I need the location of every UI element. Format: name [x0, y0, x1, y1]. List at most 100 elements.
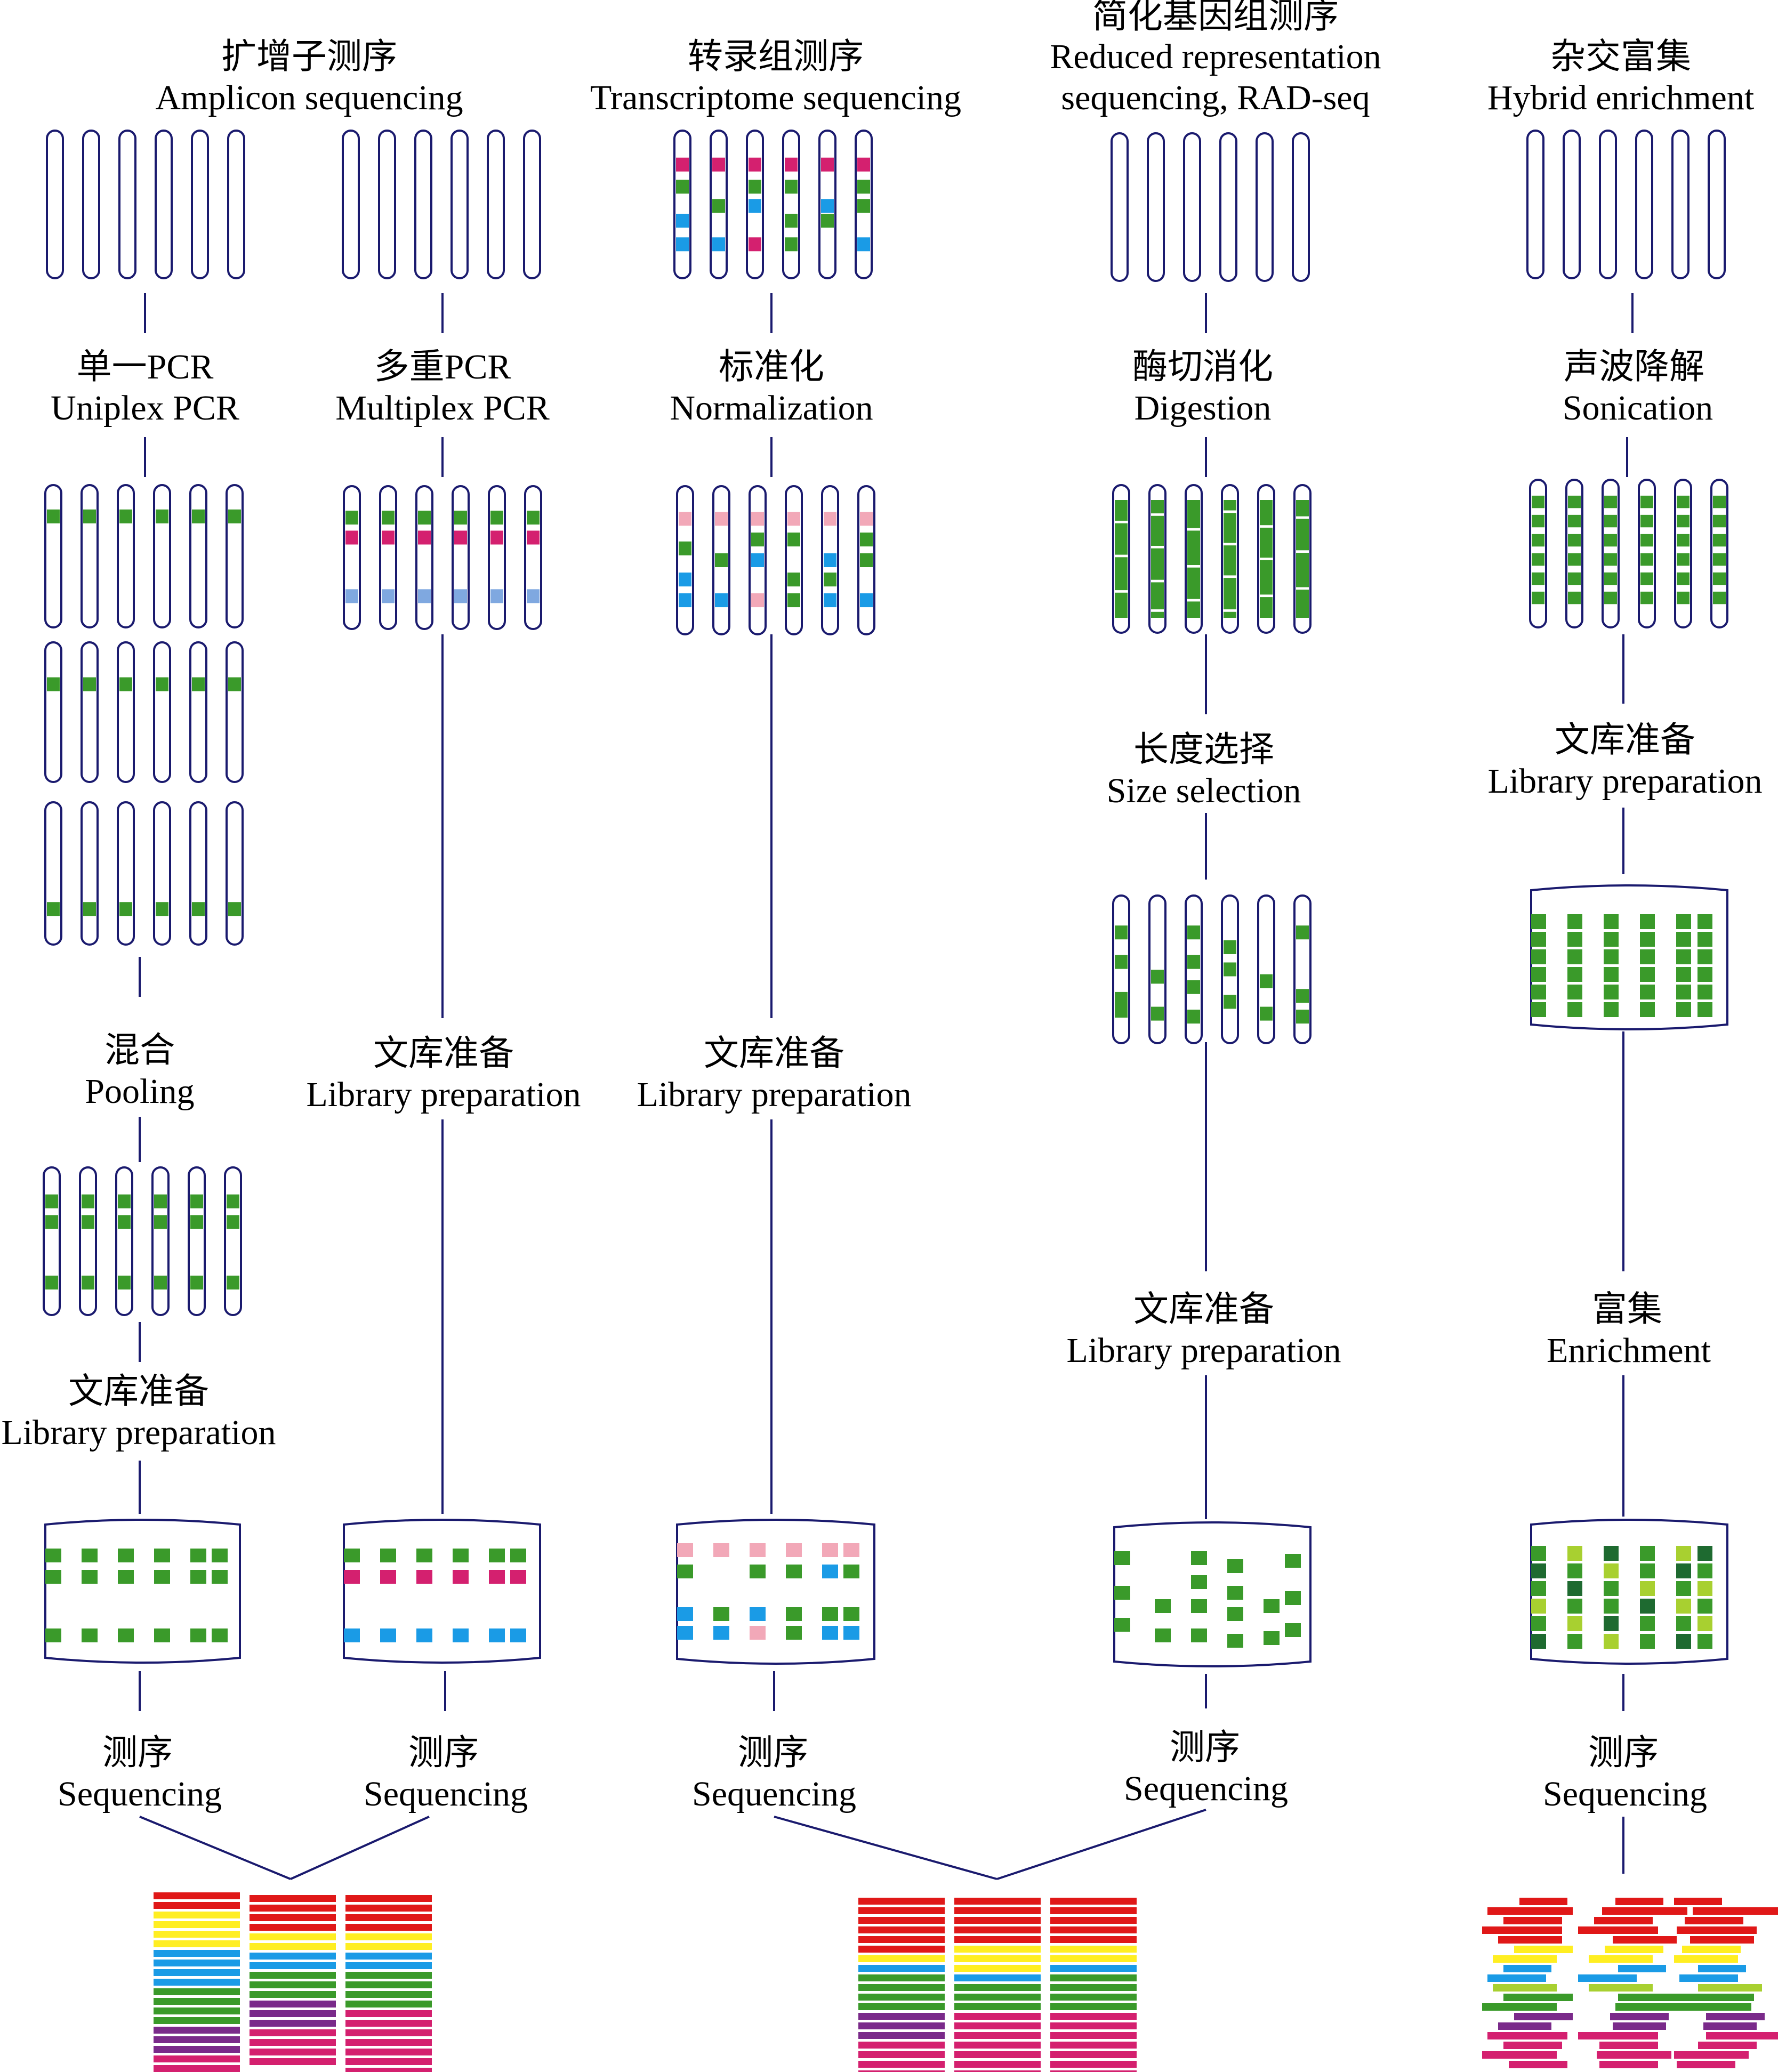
read-bar — [858, 2070, 945, 2072]
fragment-square — [713, 1543, 729, 1557]
title-rad-en-line1: Reduced representation — [1050, 37, 1381, 76]
read-bar — [250, 1953, 336, 1960]
read-bar — [1050, 2070, 1137, 2072]
fragment-square — [1676, 914, 1691, 929]
fragment-square — [1697, 1634, 1712, 1649]
fragment-square — [1567, 932, 1582, 947]
read-bar — [1613, 2022, 1666, 2030]
read-bar — [345, 1981, 432, 1988]
tube-band — [192, 902, 205, 916]
step-transcriptome-library-en: Library preparation — [637, 1075, 912, 1114]
fragment-square — [1114, 1551, 1130, 1565]
tube-outline — [782, 130, 800, 279]
fragment-square — [1676, 985, 1691, 999]
tubes-transcriptome-normalized — [676, 485, 875, 635]
tubes-uniplex-template-tube — [191, 130, 209, 279]
tube-band — [1151, 579, 1164, 583]
step-digestion-zh: 酶切消化 — [1132, 348, 1273, 386]
fragment-square — [822, 1543, 838, 1557]
fragment-square — [822, 1565, 838, 1578]
fragment-square — [1604, 1002, 1619, 1017]
read-bar — [250, 1981, 336, 1988]
fragment-square — [1191, 1575, 1207, 1589]
fragment-square — [510, 1549, 526, 1562]
fragment-square — [1155, 1628, 1171, 1642]
tubes-hybrid-sonicated-tube — [1638, 479, 1656, 628]
tube-outline — [676, 485, 694, 635]
read-bar — [250, 1991, 336, 1998]
tube-band — [1296, 1010, 1309, 1024]
tube-band — [715, 553, 728, 567]
tubes-transcriptome-normalized-tube — [676, 485, 694, 635]
tube-band — [715, 593, 728, 608]
fragment-square — [1697, 1002, 1712, 1017]
step-sequencing-hybrid-en: Sequencing — [1543, 1775, 1707, 1813]
tube-band — [821, 157, 834, 172]
fragment-square — [1285, 1591, 1301, 1605]
tubes-pooled-tube — [79, 1166, 97, 1316]
tube-band — [1677, 572, 1689, 585]
read-bar — [345, 1972, 432, 1979]
fragment-square — [1531, 914, 1546, 929]
tube-band — [1677, 591, 1689, 604]
fragment-square — [212, 1549, 228, 1562]
read-bar — [954, 1974, 1041, 1981]
title-hybrid-en: Hybrid enrichment — [1487, 78, 1754, 117]
fragment-square — [786, 1543, 802, 1557]
step-sequencing-transcriptome-en: Sequencing — [692, 1775, 856, 1813]
tube-band — [82, 1276, 94, 1290]
fragment-square — [822, 1607, 838, 1621]
read-bar — [858, 1965, 945, 1972]
fragment-square — [344, 1628, 360, 1642]
read-bar — [1050, 2042, 1137, 2049]
fragment-square — [843, 1607, 859, 1621]
tubes-transcriptome-template-tube — [746, 130, 764, 279]
library-panel-outline — [676, 1519, 875, 1665]
tube-band — [1151, 513, 1164, 516]
fragment-square — [1567, 914, 1582, 929]
tube-band — [527, 589, 540, 603]
tubes-pooled-tube — [43, 1166, 61, 1316]
tubes-uniplex-row3-tube — [117, 801, 135, 946]
step-sequencing-uniplex-zh: 测序 — [102, 1734, 173, 1772]
read-bar — [154, 2065, 240, 2072]
read-bar — [1677, 2003, 1751, 2011]
read-bar — [154, 2036, 240, 2043]
tubes-multiplex-pcr-tube — [415, 485, 433, 630]
tube-band — [454, 530, 467, 545]
read-bar — [250, 2049, 336, 2055]
tube-band — [1604, 495, 1617, 509]
read-bar — [858, 1984, 945, 1991]
tube-band — [1296, 516, 1309, 519]
tube-outline — [115, 1166, 133, 1316]
tube-outline — [117, 801, 135, 946]
fragment-square — [713, 1607, 729, 1621]
fragment-square — [1676, 949, 1691, 964]
read-bar — [1498, 1936, 1562, 1944]
tube-band — [1296, 550, 1309, 553]
tube-band — [785, 237, 798, 252]
fragment-square — [510, 1570, 526, 1584]
tube-outline — [1148, 894, 1166, 1044]
tubes-uniplex-row1-tube — [81, 484, 99, 628]
fragment-square — [154, 1570, 170, 1584]
read-bar — [345, 2020, 432, 2027]
fragment-square — [489, 1628, 505, 1642]
tubes-hybrid-sonicated-tube — [1674, 479, 1692, 628]
fragment-square — [1114, 1586, 1130, 1600]
tube-outline — [1708, 130, 1726, 279]
fragment-square — [1604, 1563, 1619, 1578]
fragment-square — [750, 1565, 766, 1578]
fragment-square — [489, 1549, 505, 1562]
tubes-uniplex-template-tube — [118, 130, 136, 279]
library-panel-transcriptome — [676, 1519, 875, 1665]
read-bar — [1597, 2051, 1671, 2059]
step-size-selection-zh: 长度选择 — [1133, 730, 1274, 769]
tubes-rad-template-tube — [1219, 132, 1237, 282]
tube-band — [860, 533, 873, 547]
read-bar — [1578, 1974, 1637, 1982]
read-bar — [1677, 2061, 1735, 2068]
read-bar — [1613, 1936, 1677, 1944]
step-rad-library-zh: 文库准备 — [1133, 1290, 1274, 1329]
